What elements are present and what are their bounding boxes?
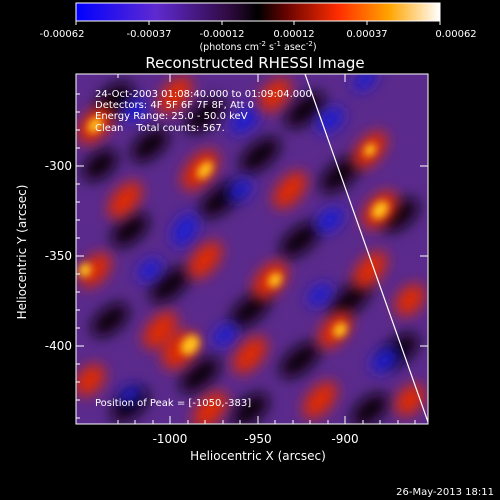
y-tick-label-2: -350 (45, 249, 72, 263)
x-tick-label-2: -950 (244, 432, 271, 446)
colorbar-tick-6: 0.00062 (435, 29, 476, 40)
x-axis (117, 74, 416, 424)
colorbar: -0.00062 -0.00037 -0.00012 0.00012 0.000… (40, 2, 477, 53)
plot-title: Reconstructed RHESSI Image (145, 54, 364, 72)
solar-limb-line (304, 74, 428, 423)
colorbar-gradient (75, 2, 441, 22)
rhessi-image (76, 74, 428, 424)
colorbar-tick-5: 0.00037 (346, 29, 387, 40)
x-axis-label: Heliocentric X (arcsec) (190, 449, 326, 463)
y-axis-label: Heliocentric Y (arcsec) (15, 185, 29, 320)
x-tick-label-3: -900 (331, 432, 358, 446)
annotation-detectors: Detectors: 4F 5F 6F 7F 8F, Att 0 (95, 100, 254, 111)
colorbar-tick-1: -0.00062 (40, 29, 85, 40)
colorbar-tick-4: 0.00012 (273, 29, 314, 40)
colorbar-tick-2: -0.00037 (127, 29, 172, 40)
annotation-block: 24-Oct-2003 01:08:40.000 to 01:09:04.000… (95, 89, 312, 134)
y-axis (76, 93, 428, 419)
x-tick-label-1: -1000 (153, 432, 188, 446)
y-tick-label-1: -300 (45, 159, 72, 173)
annotation-energy-range: Energy Range: 25.0 - 50.0 keV (95, 111, 248, 122)
annotation-time-range: 24-Oct-2003 01:08:40.000 to 01:09:04.000 (95, 89, 312, 100)
annotation-peak-position: Position of Peak = [-1050,-383] (95, 398, 251, 409)
footer-timestamp: 26-May-2013 18:11 (396, 487, 494, 498)
annotation-clean-counts: Clean Total counts: 567. (95, 123, 225, 134)
plot-frame (75, 73, 429, 425)
y-tick-label-3: -400 (45, 339, 72, 353)
colorbar-tick-3: -0.00012 (200, 29, 245, 40)
colorbar-unit-label: (photons cm-2 s-1 asec-2) (199, 40, 316, 53)
